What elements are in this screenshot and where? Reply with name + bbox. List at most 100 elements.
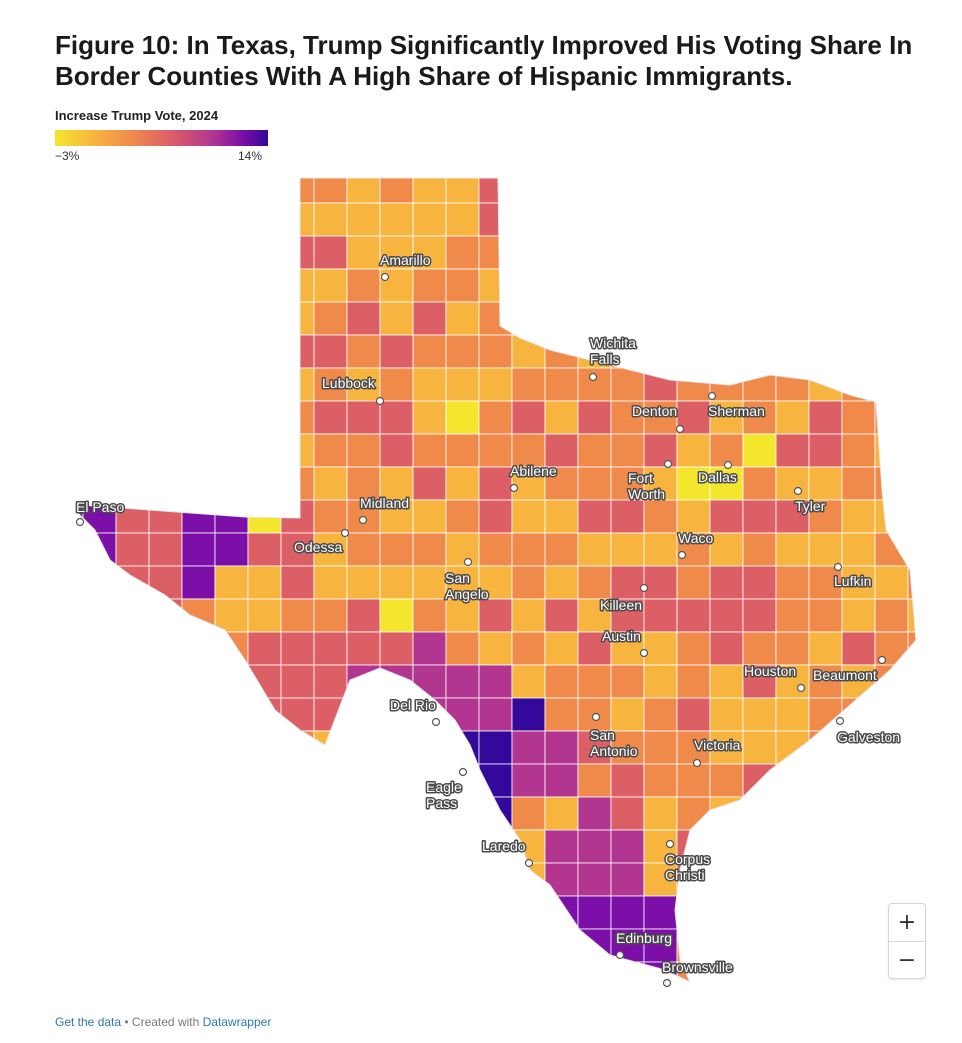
county-shape[interactable] [808, 928, 843, 963]
county-shape[interactable] [214, 631, 249, 666]
county-shape[interactable] [313, 730, 348, 765]
county-shape[interactable] [148, 202, 183, 237]
county-shape[interactable] [907, 697, 930, 732]
county-shape[interactable] [247, 170, 282, 204]
county-shape[interactable] [82, 895, 117, 930]
county-shape[interactable] [907, 235, 930, 270]
county-shape[interactable] [82, 961, 117, 995]
county-shape[interactable] [610, 697, 645, 732]
county-shape[interactable] [478, 334, 513, 369]
county-shape[interactable] [544, 565, 579, 600]
county-shape[interactable] [214, 202, 249, 237]
county-shape[interactable] [50, 466, 84, 501]
county-shape[interactable] [544, 170, 579, 204]
county-shape[interactable] [82, 565, 117, 600]
county-shape[interactable] [841, 170, 876, 204]
county-shape[interactable] [841, 697, 876, 732]
county-shape[interactable] [577, 763, 612, 798]
county-shape[interactable] [181, 763, 216, 798]
county-shape[interactable] [214, 334, 249, 369]
county-shape[interactable] [643, 895, 678, 930]
county-shape[interactable] [313, 565, 348, 600]
county-shape[interactable] [280, 532, 315, 567]
county-shape[interactable] [577, 862, 612, 897]
county-shape[interactable] [544, 367, 579, 402]
county-shape[interactable] [379, 796, 414, 831]
county-shape[interactable] [346, 400, 381, 435]
county-shape[interactable] [841, 631, 876, 666]
county-shape[interactable] [643, 499, 678, 534]
county-shape[interactable] [280, 499, 315, 534]
county-shape[interactable] [577, 961, 612, 995]
county-shape[interactable] [775, 532, 810, 567]
county-shape[interactable] [742, 796, 777, 831]
county-shape[interactable] [907, 862, 930, 897]
county-shape[interactable] [907, 301, 930, 336]
county-shape[interactable] [346, 170, 381, 204]
county-shape[interactable] [742, 433, 777, 468]
county-shape[interactable] [808, 268, 843, 303]
county-shape[interactable] [742, 235, 777, 270]
county-shape[interactable] [643, 631, 678, 666]
county-shape[interactable] [148, 598, 183, 633]
county-shape[interactable] [874, 763, 909, 798]
county-shape[interactable] [346, 202, 381, 237]
county-shape[interactable] [907, 730, 930, 765]
county-shape[interactable] [775, 565, 810, 600]
county-shape[interactable] [280, 202, 315, 237]
county-shape[interactable] [247, 895, 282, 930]
county-shape[interactable] [841, 532, 876, 567]
county-shape[interactable] [412, 202, 447, 237]
county-shape[interactable] [82, 631, 117, 666]
county-shape[interactable] [841, 928, 876, 963]
county-shape[interactable] [82, 664, 117, 699]
county-shape[interactable] [676, 433, 711, 468]
county-shape[interactable] [50, 961, 84, 995]
county-shape[interactable] [610, 598, 645, 633]
county-shape[interactable] [214, 763, 249, 798]
county-shape[interactable] [544, 268, 579, 303]
county-shape[interactable] [874, 235, 909, 270]
county-shape[interactable] [577, 235, 612, 270]
county-shape[interactable] [610, 565, 645, 600]
county-shape[interactable] [379, 730, 414, 765]
county-shape[interactable] [643, 170, 678, 204]
county-shape[interactable] [643, 532, 678, 567]
county-shape[interactable] [742, 895, 777, 930]
county-shape[interactable] [247, 433, 282, 468]
county-shape[interactable] [50, 928, 84, 963]
county-shape[interactable] [280, 268, 315, 303]
county-shape[interactable] [577, 730, 612, 765]
county-shape[interactable] [742, 367, 777, 402]
county-shape[interactable] [775, 598, 810, 633]
county-shape[interactable] [676, 499, 711, 534]
get-the-data-link[interactable]: Get the data [55, 1015, 122, 1029]
county-shape[interactable] [346, 367, 381, 402]
county-shape[interactable] [775, 829, 810, 864]
county-shape[interactable] [445, 829, 480, 864]
county-shape[interactable] [313, 268, 348, 303]
county-shape[interactable] [544, 664, 579, 699]
county-shape[interactable] [181, 730, 216, 765]
county-shape[interactable] [478, 598, 513, 633]
county-shape[interactable] [50, 170, 84, 204]
county-shape[interactable] [808, 631, 843, 666]
county-shape[interactable] [148, 235, 183, 270]
county-shape[interactable] [280, 235, 315, 270]
county-shape[interactable] [115, 697, 150, 732]
county-shape[interactable] [412, 730, 447, 765]
county-shape[interactable] [115, 400, 150, 435]
county-shape[interactable] [610, 895, 645, 930]
county-shape[interactable] [775, 697, 810, 732]
county-shape[interactable] [676, 796, 711, 831]
county-shape[interactable] [511, 895, 546, 930]
county-shape[interactable] [808, 961, 843, 995]
county-shape[interactable] [709, 664, 744, 699]
county-shape[interactable] [313, 466, 348, 501]
county-shape[interactable] [379, 367, 414, 402]
county-shape[interactable] [676, 565, 711, 600]
county-shape[interactable] [610, 433, 645, 468]
county-shape[interactable] [50, 697, 84, 732]
county-shape[interactable] [478, 928, 513, 963]
county-shape[interactable] [412, 928, 447, 963]
